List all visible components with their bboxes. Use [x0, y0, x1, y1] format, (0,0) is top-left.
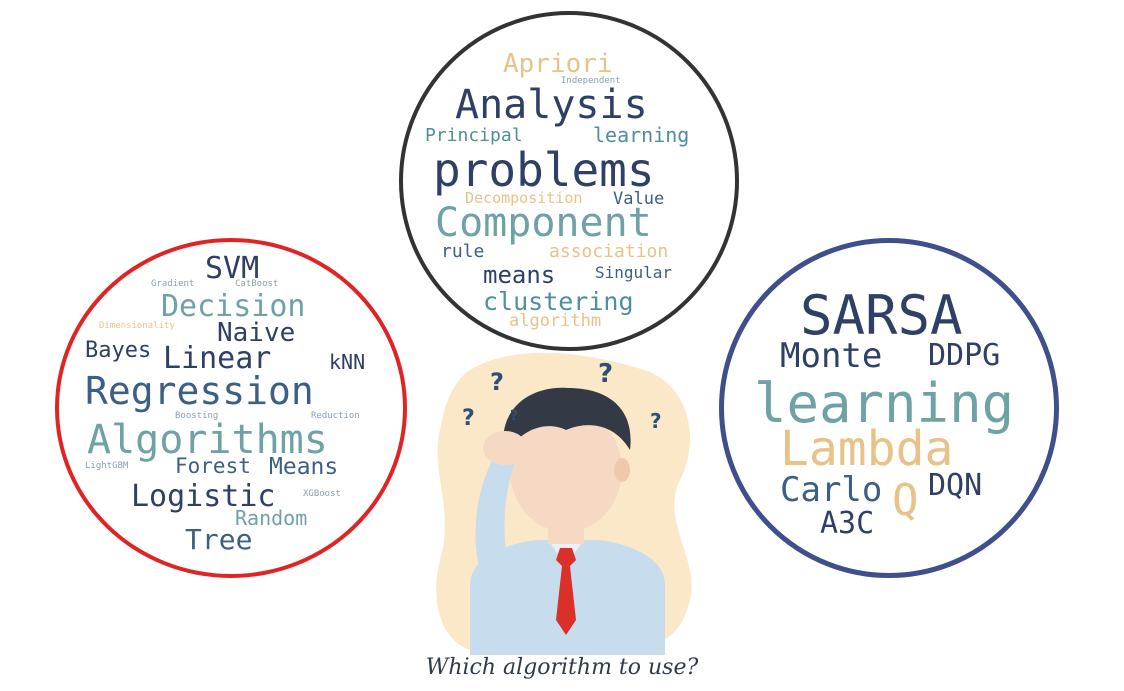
- cloud-word: learning: [593, 123, 690, 147]
- cloud-word: LightGBM: [85, 461, 129, 471]
- cloud-word: DQN: [928, 468, 983, 503]
- tie: [556, 548, 576, 635]
- cloud-word: Random: [235, 506, 308, 530]
- cloud-word: learning: [754, 372, 1015, 435]
- cloud-word: Regression: [85, 369, 314, 413]
- cloud-word: Independent: [561, 76, 621, 86]
- cloud-word: Reduction: [311, 411, 360, 421]
- cloud-word: Boosting: [175, 411, 219, 421]
- cloud-word: Lambda: [780, 421, 954, 477]
- cloud-word: Bayes: [85, 338, 152, 363]
- cloud-word: Carlo: [780, 470, 883, 510]
- cloud-word: CatBoost: [235, 279, 279, 289]
- hair: [503, 387, 631, 455]
- cloud-word: Dimensionality: [99, 321, 175, 331]
- cloud-word: Linear: [163, 341, 272, 376]
- cloud-word: Principal: [425, 125, 523, 146]
- cloud-word: Gradient: [151, 279, 195, 289]
- cloud-word: rule: [441, 241, 485, 262]
- question-mark: ?: [490, 368, 504, 396]
- cloud-word: algorithm: [509, 311, 602, 331]
- question-mark: ?: [598, 359, 613, 389]
- cloud-word: Monte: [780, 336, 883, 376]
- cloud-word: Decision: [161, 289, 306, 324]
- cloud-word: DDPG: [928, 338, 1001, 373]
- cloud-word: kNN: [329, 350, 366, 374]
- reinforcement-word-cloud: SARSA Monte DDPG learning Lambda Carlo D…: [719, 238, 1059, 578]
- cloud-word: XGBoost: [303, 489, 341, 499]
- cloud-word: Means: [269, 454, 339, 480]
- caption: Which algorithm to use?: [425, 655, 699, 680]
- cloud-word: means: [483, 261, 556, 289]
- hand: [483, 431, 527, 465]
- cloud-word: Forest: [175, 454, 251, 478]
- supervised-word-cloud: SVM Gradient CatBoost Decision Dimension…: [55, 238, 407, 578]
- cloud-word: Value: [613, 189, 665, 209]
- cloud-word: Decomposition: [465, 189, 583, 207]
- cloud-word: Naive: [217, 318, 296, 348]
- cloud-word: Analysis: [455, 82, 648, 128]
- cloud-word: Logistic: [131, 479, 276, 514]
- arm: [475, 455, 515, 600]
- cloud-word: association: [549, 241, 669, 262]
- cloud-word: Algorithms: [87, 417, 328, 463]
- cloud-word: SVM: [205, 251, 260, 286]
- cloud-word: Singular: [595, 263, 673, 282]
- cloud-word: Component: [435, 200, 652, 246]
- ear: [614, 458, 630, 482]
- unsupervised-word-cloud: Apriori Independent Analysis Principal l…: [399, 11, 739, 351]
- cloud-word: SARSA: [800, 284, 963, 347]
- cloud-word: A3C: [820, 506, 875, 541]
- question-mark: ?: [462, 406, 475, 431]
- question-mark: ?: [650, 409, 662, 433]
- question-mark: ?: [510, 408, 518, 424]
- cloud-word: clustering: [483, 287, 634, 316]
- cloud-word: Tree: [185, 523, 253, 556]
- cloud-word: Apriori: [503, 49, 613, 79]
- cloud-word: Q: [892, 475, 919, 526]
- cloud-word: problems: [433, 143, 655, 197]
- face: [510, 408, 622, 532]
